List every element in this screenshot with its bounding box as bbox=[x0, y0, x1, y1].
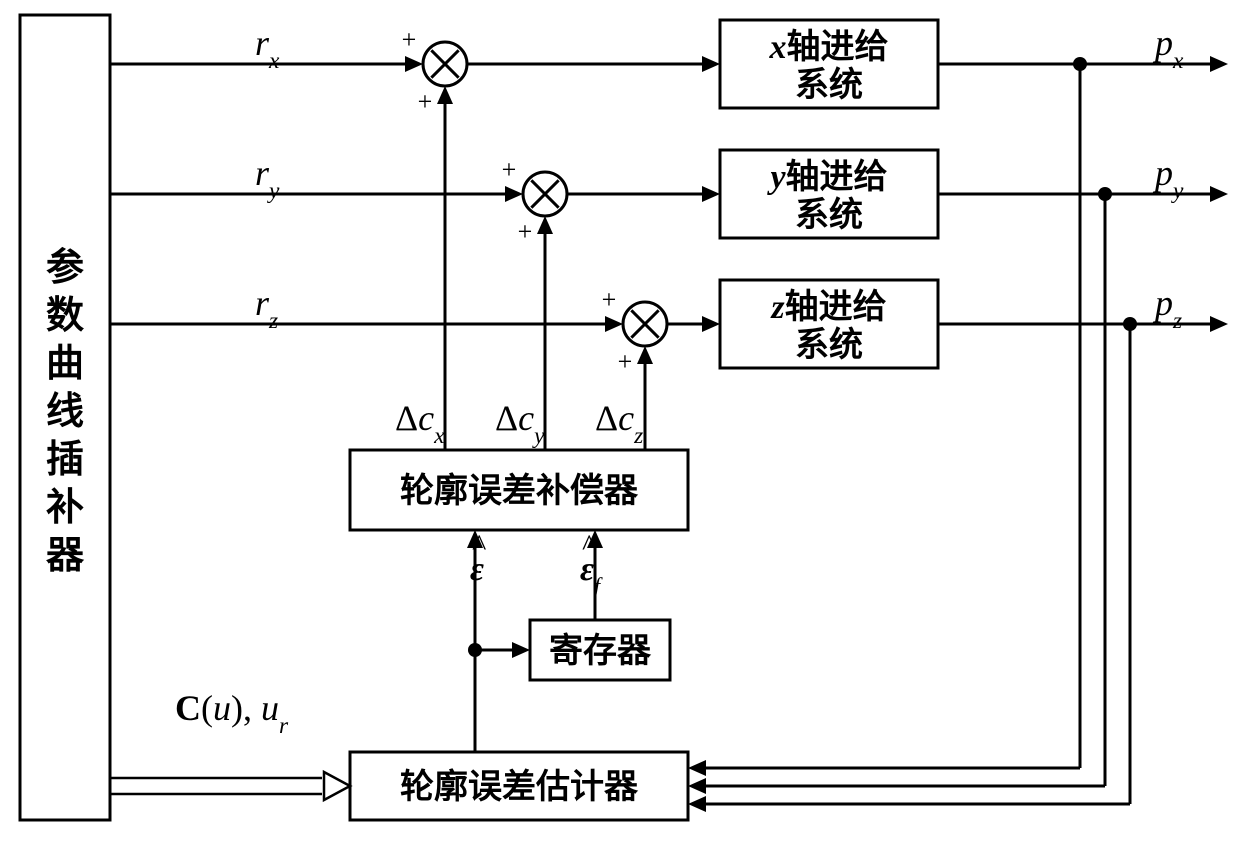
x-feed-label-line1: x轴进给 bbox=[769, 28, 889, 66]
label-ry: ry bbox=[255, 153, 280, 204]
label-dcx: Δcx bbox=[395, 398, 445, 449]
svg-text:+: + bbox=[618, 347, 633, 376]
label-dcy: Δcy bbox=[495, 398, 545, 449]
estimator-label: 轮廓误差估计器 bbox=[400, 768, 639, 806]
z-feed-label-line1: z轴进给 bbox=[770, 288, 886, 326]
z-feed-label-line2: 系统 bbox=[795, 326, 863, 364]
interpolator-label: 参数曲线插补器 bbox=[46, 247, 85, 577]
y-feed-label-line2: 系统 bbox=[795, 196, 863, 234]
label-py: py bbox=[1152, 153, 1184, 204]
y-feed-label-line1: y轴进给 bbox=[766, 158, 887, 196]
label-pz: pz bbox=[1152, 283, 1182, 334]
svg-text:+: + bbox=[418, 87, 433, 116]
svg-text:+: + bbox=[402, 25, 417, 54]
register-label: 寄存器 bbox=[549, 632, 652, 670]
label-rz: rz bbox=[255, 283, 278, 334]
svg-text:+: + bbox=[502, 155, 517, 184]
svg-text:+: + bbox=[518, 217, 533, 246]
label-cu: C(u), ur bbox=[175, 688, 289, 739]
label-dcz: Δcz bbox=[595, 398, 643, 449]
label-rx: rx bbox=[255, 23, 280, 74]
compensator-label: 轮廓误差补偿器 bbox=[400, 472, 639, 510]
svg-text:+: + bbox=[602, 285, 617, 314]
label-px: px bbox=[1152, 23, 1184, 74]
x-feed-label-line2: 系统 bbox=[795, 66, 863, 104]
